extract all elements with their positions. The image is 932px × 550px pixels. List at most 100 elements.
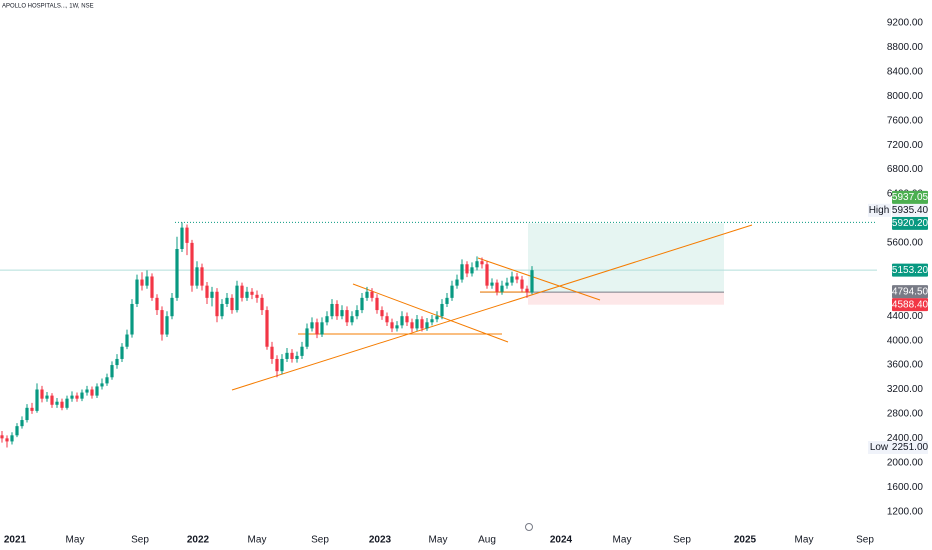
candle-body	[40, 389, 44, 399]
chart-title: APOLLO HOSPITALS..., 1W, NSE	[2, 4, 94, 10]
drawings	[0, 221, 877, 305]
price-label-box	[892, 285, 928, 299]
price-label-box	[892, 203, 928, 217]
candle-body	[65, 398, 69, 408]
candle-body	[485, 264, 489, 286]
y-tick-label: 2400.00	[887, 433, 924, 444]
x-tick-label: May	[429, 535, 448, 546]
candle-body	[0, 435, 4, 439]
candle-body	[30, 407, 34, 411]
candle-body	[115, 358, 119, 366]
candle-body	[525, 288, 529, 293]
price-label: 4588.40	[892, 299, 929, 310]
candle-body	[180, 227, 184, 249]
candle-body	[170, 297, 174, 317]
candle-body	[520, 279, 524, 289]
candle-body	[510, 276, 514, 283]
x-tick-label: 2025	[734, 535, 757, 546]
candle-body	[5, 438, 9, 442]
label-tag: High	[869, 205, 890, 216]
candle-body	[320, 322, 324, 335]
candle-body	[445, 297, 449, 304]
candle-body	[340, 310, 344, 317]
candle-body	[315, 322, 319, 335]
candles	[0, 222, 534, 448]
candle-body	[415, 319, 419, 329]
candle-body	[245, 291, 249, 298]
goto-icon[interactable]	[525, 523, 533, 531]
candle-body	[150, 276, 154, 298]
candle-body	[355, 310, 359, 317]
candle-body	[205, 285, 209, 298]
price-label-box	[892, 263, 928, 277]
candle-body	[145, 276, 149, 286]
label-tag-box	[868, 203, 891, 217]
x-tick-label: May	[66, 535, 85, 546]
stop-zone	[528, 292, 724, 305]
candle-body	[300, 346, 304, 356]
y-tick-label: 1600.00	[887, 482, 924, 493]
axes: 1200.00 1600.00 2000.00 2400.00 2800.00 3200.…	[4, 18, 929, 546]
candle-body	[255, 294, 259, 298]
candle-body	[275, 358, 279, 372]
candle-body	[280, 358, 284, 372]
candle-body	[70, 395, 74, 399]
y-tick-label: 1200.00	[887, 506, 924, 517]
candle-body	[200, 267, 204, 286]
candle-body	[250, 291, 254, 295]
price-label: 5153.20	[892, 265, 929, 276]
candle-body	[185, 227, 189, 243]
candle-body	[95, 386, 99, 396]
candle-body	[400, 316, 404, 326]
candle-body	[155, 297, 159, 311]
price-label: 5937.05	[892, 192, 929, 203]
y-tick-label: 8800.00	[887, 42, 924, 53]
y-tick-label: 6800.00	[887, 164, 924, 175]
candle-body	[215, 291, 219, 317]
candle-body	[35, 389, 39, 411]
candle-body	[430, 319, 434, 323]
y-tick-label: 7200.00	[887, 140, 924, 151]
y-tick-label: 7600.00	[887, 115, 924, 126]
label-tag-box	[868, 440, 928, 454]
candle-body	[375, 297, 379, 311]
candle-body	[20, 420, 24, 427]
y-tick-label: 8400.00	[887, 66, 924, 77]
x-tick-label: 2022	[187, 535, 210, 546]
y-tick-label: 4400.00	[887, 311, 924, 322]
candle-body	[410, 322, 414, 329]
candle-body	[515, 276, 519, 280]
candle-body	[160, 310, 164, 335]
candle-body	[460, 264, 464, 280]
price-label: 5920.20	[892, 218, 929, 229]
candle-body	[50, 395, 54, 405]
candle-body	[345, 310, 349, 323]
x-tick-label: 2023	[369, 535, 392, 546]
x-tick-label: May	[613, 535, 632, 546]
price-label-box	[892, 216, 928, 230]
candle-body	[195, 267, 199, 286]
x-tick-label: Sep	[673, 535, 691, 546]
trendline	[352, 283, 509, 343]
candle-body	[330, 303, 334, 317]
candle-body	[325, 316, 329, 323]
x-tick-label: Sep	[311, 535, 329, 546]
price-label: 2251.00	[892, 442, 929, 453]
candle-body	[175, 248, 179, 298]
candle-body	[90, 389, 94, 396]
candle-body	[385, 316, 389, 323]
candle-body	[405, 316, 409, 323]
y-tick-label: 3200.00	[887, 384, 924, 395]
candle-body	[125, 334, 129, 347]
y-tick-label: 5600.00	[887, 238, 924, 249]
candle-body	[110, 365, 114, 378]
trendline	[477, 257, 601, 301]
y-tick-label: 2000.00	[887, 457, 924, 468]
candle-body	[465, 264, 469, 274]
candle-body	[135, 279, 139, 304]
candle-body	[425, 322, 429, 329]
candle-body	[505, 282, 509, 286]
candle-body	[225, 297, 229, 304]
